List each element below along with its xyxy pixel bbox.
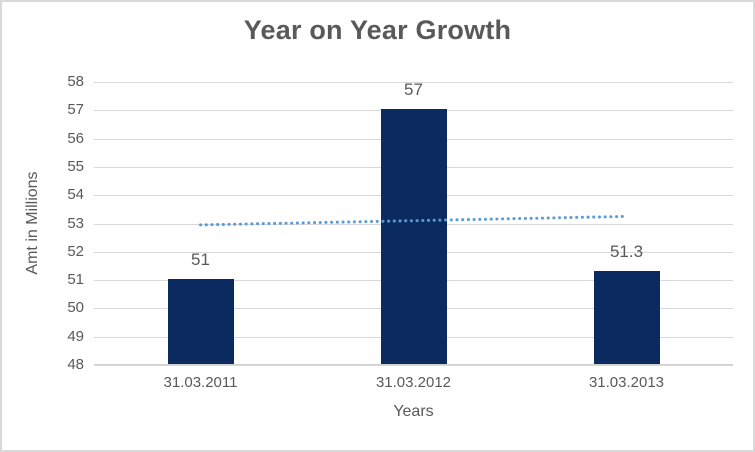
trendline xyxy=(199,214,628,227)
gridline xyxy=(94,82,733,83)
y-tick-label: 50 xyxy=(67,299,84,317)
x-tick-label: 31.03.2012 xyxy=(375,374,452,391)
y-tick-label: 48 xyxy=(67,356,84,373)
data-label: 51 xyxy=(191,250,210,270)
y-tick-label: 55 xyxy=(67,157,84,175)
gridline xyxy=(94,365,733,366)
bar-31.03.2013 xyxy=(593,270,660,364)
data-label: 57 xyxy=(404,80,423,100)
y-tick-label: 56 xyxy=(67,129,84,147)
y-tick-label: 51 xyxy=(67,271,84,289)
y-tick-label: 49 xyxy=(67,327,84,345)
x-axis-title: Years xyxy=(393,403,434,420)
plot-area: 51 57 51.3 xyxy=(94,80,733,366)
y-tick-label: 57 xyxy=(67,101,84,119)
x-tick-label: 31.03.2011 xyxy=(163,374,238,391)
y-tick-label: 54 xyxy=(67,186,84,204)
bar-31.03.2011 xyxy=(167,279,234,364)
x-tick-label: 31.03.2013 xyxy=(588,374,665,391)
bar-31.03.2012 xyxy=(380,109,447,364)
chart-title: Year on Year Growth xyxy=(243,15,512,45)
data-label: 51.3 xyxy=(609,241,644,261)
y-tick-label: 53 xyxy=(67,214,84,232)
y-tick-label: 58 xyxy=(67,73,84,90)
y-tick-label: 52 xyxy=(67,242,84,260)
